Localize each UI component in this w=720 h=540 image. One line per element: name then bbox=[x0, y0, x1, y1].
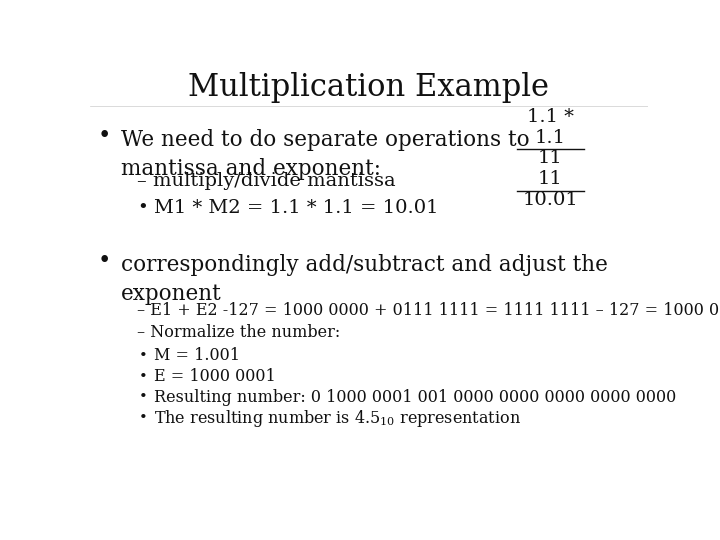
Text: •: • bbox=[139, 349, 148, 363]
Text: The resulting number is 4.5$_{\mathregular{10}}$ representation: The resulting number is 4.5$_{\mathregul… bbox=[154, 408, 521, 429]
Text: 11: 11 bbox=[538, 150, 563, 167]
Text: We need to do separate operations to
mantissa and exponent:: We need to do separate operations to man… bbox=[121, 129, 529, 180]
Text: •: • bbox=[139, 390, 148, 404]
Text: •: • bbox=[138, 199, 148, 217]
Text: Resulting number: 0 1000 0001 001 0000 0000 0000 0000 0000: Resulting number: 0 1000 0001 001 0000 0… bbox=[154, 389, 676, 406]
Text: •: • bbox=[139, 411, 148, 425]
Text: – E1 + E2 -127 = 1000 0000 + 0111 1111 = 1111 1111 – 127 = 1000 0000: – E1 + E2 -127 = 1000 0000 + 0111 1111 =… bbox=[138, 302, 720, 319]
Text: E = 1000 0001: E = 1000 0001 bbox=[154, 368, 276, 385]
Text: M = 1.001: M = 1.001 bbox=[154, 347, 240, 365]
Text: 10.01: 10.01 bbox=[523, 191, 578, 209]
Text: M1 * M2 = 1.1 * 1.1 = 10.01: M1 * M2 = 1.1 * 1.1 = 10.01 bbox=[154, 199, 438, 217]
Text: 11: 11 bbox=[538, 170, 563, 188]
Text: •: • bbox=[97, 125, 111, 147]
Text: – multiply/divide mantissa: – multiply/divide mantissa bbox=[138, 172, 396, 190]
Text: Multiplication Example: Multiplication Example bbox=[189, 72, 549, 103]
Text: correspondingly add/subtract and adjust the
exponent: correspondingly add/subtract and adjust … bbox=[121, 254, 608, 305]
Text: – Normalize the number:: – Normalize the number: bbox=[138, 325, 341, 341]
Text: •: • bbox=[97, 250, 111, 272]
Text: •: • bbox=[139, 370, 148, 383]
Text: 1.1: 1.1 bbox=[535, 129, 566, 146]
Text: 1.1 *: 1.1 * bbox=[527, 108, 574, 126]
